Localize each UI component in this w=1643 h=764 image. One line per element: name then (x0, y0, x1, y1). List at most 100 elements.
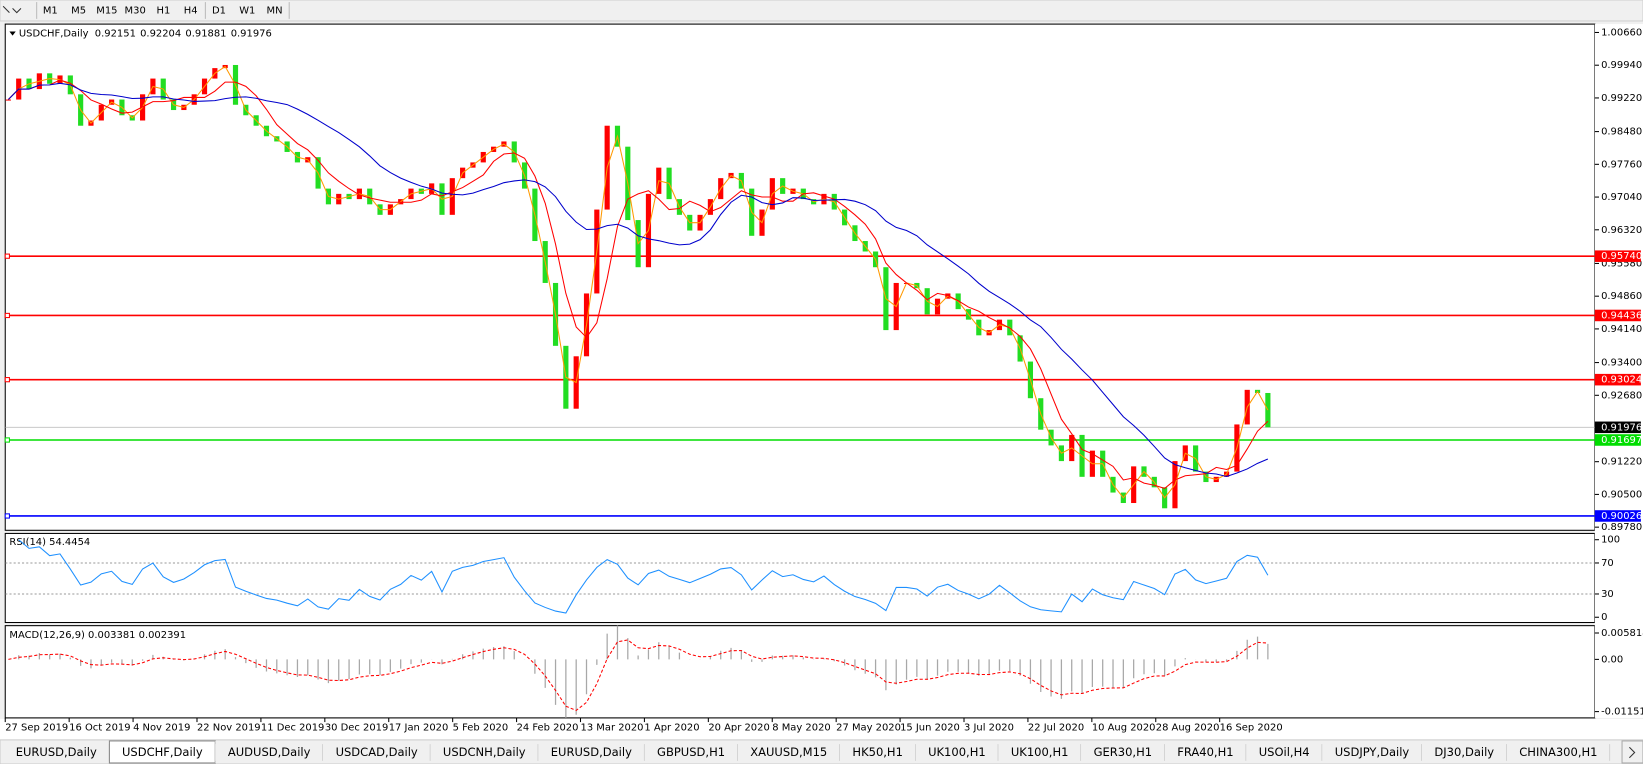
tab-label[interactable]: EURUSD,Daily (551, 745, 632, 759)
tab-label[interactable]: DJ30,Daily (1434, 745, 1494, 759)
plot-group (5, 64, 1595, 517)
macd-panel (4, 625, 1596, 719)
rsi-title: RSI(14) 54.4454 (9, 537, 90, 548)
y-tick-label: 0.93400 (1601, 358, 1642, 369)
tab[interactable] (644, 740, 738, 763)
timeframe-button[interactable]: H4 (184, 5, 198, 16)
quote-close: 0.91976 (231, 29, 272, 40)
y-tick-label: 0.98480 (1601, 127, 1642, 138)
tab[interactable] (998, 740, 1082, 763)
y-tick-label: 0.94140 (1601, 324, 1642, 335)
x-tick-label: 3 Jul 2020 (964, 722, 1014, 733)
level-handle[interactable] (4, 513, 10, 519)
symbol: USDCHF,Daily (19, 29, 89, 40)
rsi-tick-label: 30 (1601, 589, 1614, 600)
macd-title: MACD(12,26,9) 0.003381 0.002391 (9, 630, 186, 641)
x-tick-label: 13 Mar 2020 (580, 722, 643, 733)
x-tick-label: 16 Oct 2019 (69, 722, 130, 733)
level-price-label: 0.95740 (1601, 251, 1642, 262)
tab[interactable] (1322, 740, 1422, 763)
tab[interactable] (1506, 740, 1611, 763)
y-tick-label: 0.91220 (1601, 457, 1642, 468)
level-handle[interactable] (4, 312, 10, 319)
quote-open: 0.92151 (95, 29, 136, 40)
tab-label[interactable]: USDCNH,Daily (443, 745, 526, 759)
tab[interactable] (1421, 740, 1507, 763)
y-tick-label: 1.00660 (1601, 27, 1642, 38)
y-tick-label: 0.96320 (1601, 225, 1642, 236)
tab-label[interactable]: UK100,H1 (928, 745, 986, 759)
price-scale (1594, 24, 1643, 718)
x-tick-label: 10 Aug 2020 (1092, 722, 1156, 733)
level-price-label: 0.94436 (1601, 310, 1642, 321)
moving-average (8, 79, 1269, 489)
level-price-box (1594, 373, 1641, 386)
timeframe-button[interactable]: W1 (239, 5, 255, 16)
tab[interactable] (1246, 740, 1323, 763)
level-price-box (1594, 250, 1641, 262)
x-tick-label: 16 Sep 2020 (1220, 722, 1283, 733)
x-tick-label: 22 Jul 2020 (1028, 722, 1084, 733)
timeframe-button[interactable]: D1 (212, 5, 226, 16)
chart-header: USDCHF,Daily 0.92151 0.92204 0.91881 0.91976 (19, 29, 272, 40)
tab[interactable] (323, 740, 431, 763)
tab[interactable] (737, 740, 840, 763)
current-price-box (1594, 421, 1641, 434)
tab-scroll-arrow[interactable] (1629, 746, 1636, 759)
tab[interactable] (915, 740, 999, 763)
current-price-label: 0.91976 (1601, 422, 1642, 433)
tab-label[interactable]: GBPUSD,H1 (657, 745, 725, 759)
timeframe-button[interactable]: M30 (125, 5, 146, 16)
plot-group (8, 625, 1269, 718)
macd-tick-label: 0.005818 (1601, 628, 1643, 639)
tab-label[interactable]: EURUSD,Daily (16, 745, 97, 759)
level-handle[interactable] (4, 437, 10, 443)
tab-label[interactable]: FRA40,H1 (1177, 745, 1233, 759)
tab-label[interactable]: USDCHF,Daily (122, 745, 203, 759)
rsi-tick-label: 100 (1601, 535, 1620, 546)
moving-average (8, 82, 1269, 478)
level-price-label: 0.90026 (1601, 511, 1642, 522)
tab[interactable] (3, 740, 110, 763)
y-tick-label: 0.94860 (1601, 291, 1642, 302)
level-handle[interactable] (4, 253, 10, 259)
timeframe-button[interactable]: M1 (43, 5, 58, 16)
tab-label[interactable]: CHINA300,H1 (1519, 745, 1597, 759)
x-tick-label: 1 Apr 2020 (644, 722, 699, 733)
timeframe-button[interactable]: H1 (157, 5, 171, 16)
timeframe-button[interactable]: MN (267, 5, 283, 16)
tab-label[interactable]: AUDUSD,Daily (228, 745, 311, 759)
level-handle[interactable] (4, 377, 10, 383)
level-price-box (1594, 309, 1641, 322)
tab[interactable] (1164, 740, 1247, 763)
timeframe-button[interactable]: M15 (96, 5, 117, 16)
tab-scroll[interactable] (1621, 740, 1643, 764)
tab-label[interactable]: UK100,H1 (1011, 745, 1069, 759)
x-tick-label: 28 Aug 2020 (1156, 722, 1220, 733)
tab[interactable] (839, 740, 916, 763)
macd-signal (8, 639, 1268, 712)
y-tick-label: 0.92680 (1601, 390, 1642, 401)
tab-label[interactable]: HK50,H1 (852, 745, 903, 759)
tab[interactable] (1081, 740, 1165, 763)
header-arrow (9, 31, 16, 36)
date-axis (0, 718, 1643, 740)
moving-average (8, 65, 1269, 499)
timeframe-button[interactable]: M5 (71, 5, 86, 16)
tab-label[interactable]: USOil,H4 (1259, 745, 1310, 759)
tab-label[interactable]: GER30,H1 (1094, 745, 1153, 759)
tab[interactable] (430, 740, 539, 763)
tab[interactable] (538, 740, 645, 763)
tab-label[interactable]: USDCAD,Daily (336, 745, 418, 759)
tab[interactable] (215, 740, 324, 763)
x-tick-label: 24 Feb 2020 (517, 722, 579, 733)
toolbar-icon[interactable] (2, 5, 22, 14)
tab-label[interactable]: USDJPY,Daily (1335, 745, 1410, 759)
tab-label[interactable]: XAUUSD,M15 (750, 745, 827, 759)
price-panel (4, 23, 1596, 531)
x-tick-label: 8 May 2020 (772, 722, 830, 733)
x-tick-label: 22 Nov 2019 (197, 722, 261, 733)
y-tick-label: 0.99940 (1601, 60, 1642, 71)
level-price-box (1594, 434, 1641, 446)
